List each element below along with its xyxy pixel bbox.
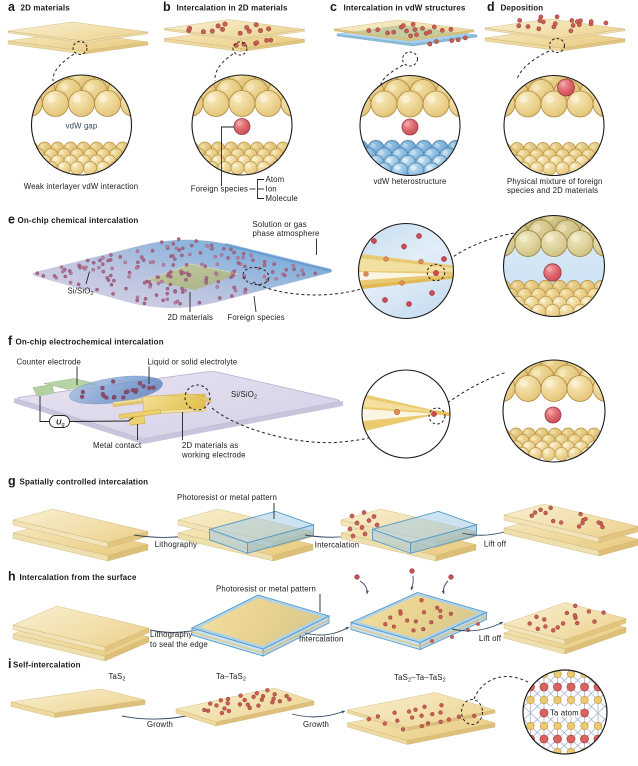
svg-text:Intercalation in vdW structure: Intercalation in vdW structures: [344, 3, 466, 12]
svg-text:TaS2: TaS2: [108, 672, 125, 683]
svg-text:Atom: Atom: [266, 175, 285, 184]
svg-text:e: e: [8, 213, 15, 227]
svg-text:Ug: Ug: [56, 418, 65, 429]
svg-text:vdW heterostructure: vdW heterostructure: [373, 177, 446, 186]
svg-text:On-chip electrochemical interc: On-chip electrochemical intercalation: [16, 337, 164, 346]
svg-text:Weak interlayer vdW interactio: Weak interlayer vdW interaction: [24, 182, 139, 191]
svg-text:Lift off: Lift off: [484, 540, 507, 549]
svg-text:f: f: [8, 334, 13, 348]
svg-text:2D materials: 2D materials: [21, 3, 71, 12]
svg-text:Lithography: Lithography: [150, 630, 192, 639]
svg-text:Physical mixture of foreign: Physical mixture of foreign: [507, 177, 602, 186]
svg-text:Liquid or solid electrolyte: Liquid or solid electrolyte: [148, 358, 238, 367]
svg-text:h: h: [8, 570, 16, 584]
svg-text:Molecule: Molecule: [266, 194, 298, 203]
svg-text:Si/SiO2: Si/SiO2: [231, 390, 257, 401]
svg-text:Deposition: Deposition: [501, 3, 544, 12]
svg-text:Intercalation in 2D materials: Intercalation in 2D materials: [177, 3, 288, 12]
svg-text:Metal contact: Metal contact: [93, 441, 142, 450]
svg-text:Spatially controlled intercala: Spatially controlled intercalation: [20, 477, 149, 486]
svg-text:On-chip chemical intercalation: On-chip chemical intercalation: [18, 216, 139, 225]
svg-text:Foreign species: Foreign species: [228, 313, 285, 322]
svg-text:Growth: Growth: [303, 720, 329, 729]
svg-text:Foreign species: Foreign species: [191, 185, 248, 194]
svg-text:Intercalation: Intercalation: [315, 541, 359, 550]
svg-text:2D materials: 2D materials: [168, 313, 214, 322]
svg-text:Ion: Ion: [266, 185, 277, 194]
svg-text:Lithography: Lithography: [155, 540, 197, 549]
svg-text:Intercalation: Intercalation: [299, 635, 343, 644]
svg-text:a: a: [8, 0, 16, 14]
svg-text:Lift off: Lift off: [479, 634, 502, 643]
svg-text:g: g: [8, 474, 16, 488]
svg-text:vdW gap: vdW gap: [66, 122, 98, 131]
svg-text:working electrode: working electrode: [181, 451, 246, 460]
svg-text:i: i: [8, 657, 12, 671]
svg-text:Growth: Growth: [147, 720, 173, 729]
svg-text:Intercalation from the surface: Intercalation from the surface: [20, 573, 137, 582]
svg-text:Ta–TaS2: Ta–TaS2: [216, 672, 246, 683]
svg-text:Self-intercalation: Self-intercalation: [13, 660, 81, 669]
svg-text:2D materials as: 2D materials as: [182, 441, 238, 450]
svg-text:b: b: [163, 0, 171, 14]
svg-text:Solution or gas: Solution or gas: [253, 220, 307, 229]
svg-text:to seal the edge: to seal the edge: [150, 640, 208, 649]
svg-text:Si/SiO2: Si/SiO2: [68, 287, 94, 298]
svg-text:TaS2–Ta–TaS2: TaS2–Ta–TaS2: [394, 673, 446, 684]
svg-text:c: c: [330, 0, 337, 14]
svg-text:Counter electrode: Counter electrode: [17, 358, 82, 367]
svg-text:Photoresist or metal pattern: Photoresist or metal pattern: [216, 585, 316, 594]
svg-text:d: d: [487, 0, 495, 14]
svg-text:phase atmosphere: phase atmosphere: [253, 229, 320, 238]
svg-text:species and 2D materials: species and 2D materials: [507, 186, 598, 195]
svg-text:Ta atom: Ta atom: [550, 709, 579, 718]
svg-text:Photoresist or metal pattern: Photoresist or metal pattern: [177, 493, 277, 502]
